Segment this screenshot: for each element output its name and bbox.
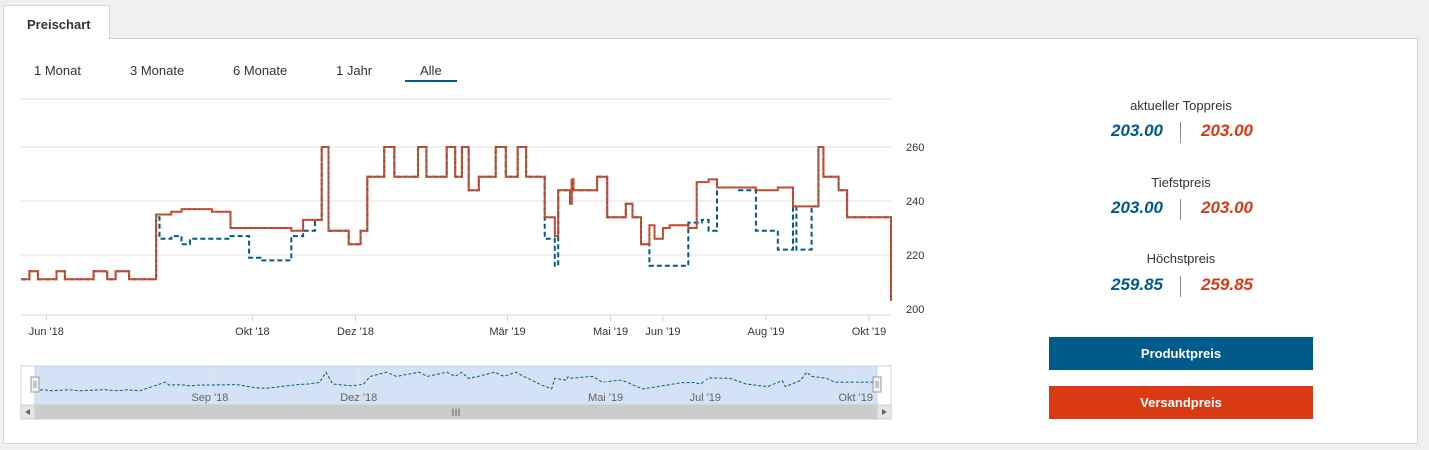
navigator-series — [34, 371, 877, 392]
product-price-button[interactable]: Produktpreis — [1049, 337, 1313, 370]
x-tick-label: Okt '18 — [235, 326, 270, 338]
y-tick-label: 240 — [906, 196, 924, 208]
x-tick-label: Okt '19 — [852, 326, 887, 338]
price-series — [21, 146, 892, 301]
navigator-label: Sep '18 — [191, 392, 228, 404]
navigator-label: Jul '19 — [690, 392, 721, 404]
shipping-price-button[interactable]: Versandpreis — [1049, 386, 1313, 419]
range-3-monate-button[interactable]: 3 Monate — [130, 63, 185, 78]
scrollbar-thumb — [35, 405, 877, 419]
navigator-handle-right — [872, 376, 882, 393]
price-divider — [1180, 122, 1181, 143]
axes: 200 220 240 260 Jun '18 Okt '18 Dez '18 Mär '19… — [21, 142, 924, 338]
range-1-monat-button[interactable]: 1 Monat — [34, 63, 81, 78]
highest-product-price: 259.85 — [1111, 275, 1163, 294]
highest-price-row: 259.85 259.85 — [1049, 275, 1313, 299]
price-divider — [1180, 199, 1181, 220]
y-tick-label: 200 — [906, 304, 924, 316]
range-6-monate-button[interactable]: 6 Monate — [233, 63, 288, 78]
current-product-price: 203.00 — [1111, 121, 1163, 140]
x-tick-label: Mai '19 — [593, 326, 628, 338]
lowest-shipping-price: 203.00 — [1201, 198, 1253, 217]
navigator-label: Mai '19 — [588, 392, 623, 404]
current-shipping-price: 203.00 — [1201, 121, 1253, 140]
scroll-left-arrow-icon — [25, 409, 30, 415]
lowest-product-price: 203.00 — [1111, 198, 1163, 217]
price-divider — [1180, 276, 1181, 297]
x-tick-label: Aug '19 — [748, 326, 785, 338]
lowest-price-row: 203.00 203.00 — [1049, 198, 1313, 222]
navigator-handle-left — [30, 376, 40, 393]
lowest-price-label: Tiefstpreis — [1151, 175, 1211, 190]
y-tick-label: 260 — [906, 142, 924, 154]
x-tick-label: Jun '18 — [29, 326, 64, 338]
scroll-right-arrow-icon — [882, 409, 887, 415]
highest-price-label: Höchstpreis — [1146, 251, 1216, 266]
x-tick-label: Mär '19 — [489, 326, 525, 338]
series-versandpreis — [21, 146, 892, 301]
navigator[interactable]: Sep '18 Dez '18 Mai '19 Jul '19 Okt '19 III — [20, 365, 892, 420]
current-price-label: aktueller Toppreis — [1130, 98, 1232, 113]
range-alle-button[interactable]: Alle — [405, 63, 457, 82]
tab-preischart[interactable]: Preischart — [3, 5, 110, 39]
series-overlay-dash — [21, 146, 892, 301]
range-1-jahr-button[interactable]: 1 Jahr — [336, 63, 373, 78]
navigator-label: Dez '18 — [340, 392, 377, 404]
x-tick-label: Jun '19 — [645, 326, 680, 338]
y-tick-label: 220 — [906, 250, 924, 262]
current-price-row: 203.00 203.00 — [1049, 121, 1313, 145]
navigator-label: Okt '19 — [838, 392, 873, 404]
navigator-selection — [34, 365, 878, 406]
highest-shipping-price: 259.85 — [1201, 275, 1253, 294]
scrollbar-grip-icon: III — [451, 407, 460, 419]
x-tick-label: Dez '18 — [337, 326, 374, 338]
